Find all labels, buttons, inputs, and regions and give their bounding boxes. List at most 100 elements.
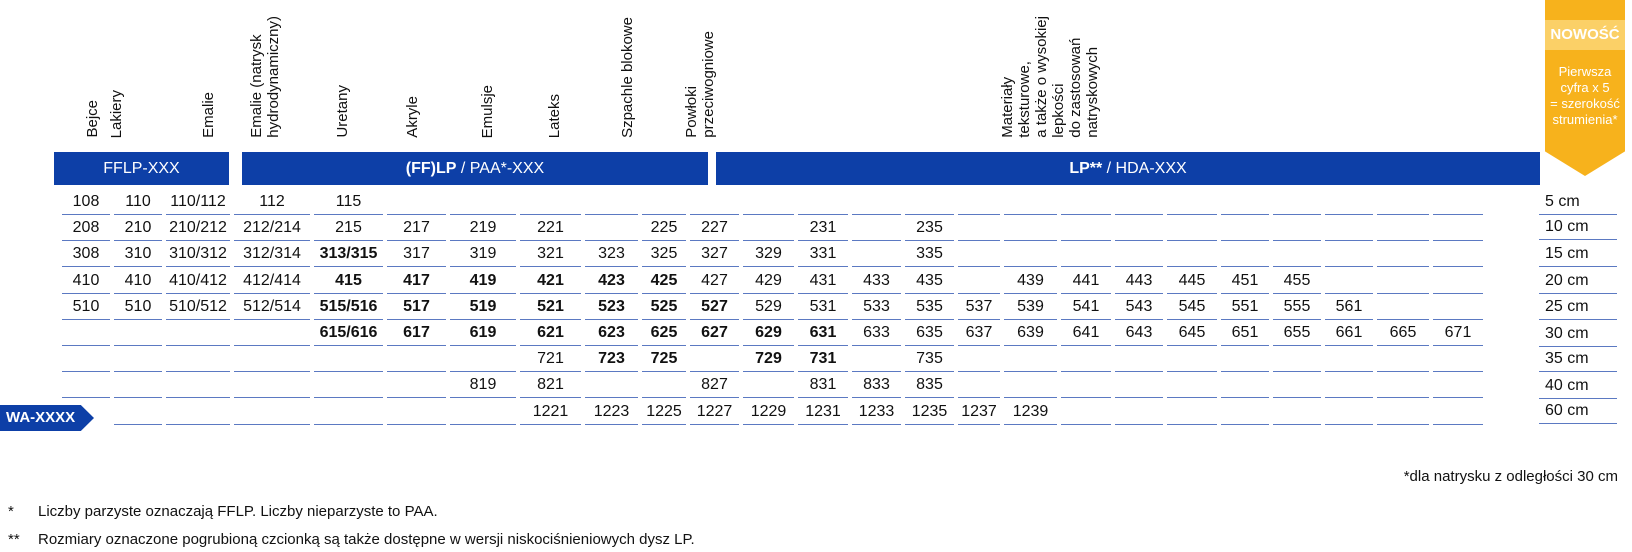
table-cell: 519 <box>469 298 497 315</box>
table-cell: 331 <box>809 245 837 262</box>
row-rule <box>1433 214 1483 215</box>
spray-width-label: 25 cm <box>1545 298 1589 315</box>
table-cell: 731 <box>809 350 837 367</box>
row-rule <box>743 397 794 398</box>
row-rule <box>1004 240 1057 241</box>
table-cell: 231 <box>809 219 837 236</box>
row-rule <box>1273 240 1321 241</box>
row-rule <box>642 266 686 267</box>
row-rule <box>852 214 901 215</box>
row-rule <box>690 319 739 320</box>
row-rule <box>743 266 794 267</box>
row-rule <box>1167 214 1217 215</box>
row-rule <box>114 266 162 267</box>
row-rule <box>642 345 686 346</box>
row-rule <box>450 240 516 241</box>
table-cell: 439 <box>1017 272 1044 289</box>
row-rule <box>1167 424 1217 425</box>
row-rule <box>314 345 383 346</box>
table-cell: 527 <box>701 298 728 315</box>
wa-series-label: WA-XXXX <box>0 405 94 431</box>
row-rule <box>743 214 794 215</box>
row-rule <box>585 214 638 215</box>
table-cell: 1231 <box>805 403 841 420</box>
table-cell: 441 <box>1072 272 1100 289</box>
row-rule <box>1004 266 1057 267</box>
table-cell: 235 <box>916 219 943 236</box>
table-cell: 445 <box>1178 272 1206 289</box>
table-cell: 541 <box>1072 298 1100 315</box>
row-rule <box>1115 293 1163 294</box>
table-cell: 1227 <box>696 403 733 420</box>
table-cell: 215 <box>335 219 362 236</box>
row-rule <box>234 293 310 294</box>
row-rule <box>114 240 162 241</box>
row-rule <box>958 345 1000 346</box>
row-rule <box>1167 397 1217 398</box>
spray-width-label: 60 cm <box>1545 402 1589 419</box>
table-cell: 208 <box>72 219 100 236</box>
table-cell: 219 <box>469 219 497 236</box>
table-cell: 619 <box>469 324 497 341</box>
row-rule <box>1221 240 1269 241</box>
table-cell: 110/112 <box>170 193 226 210</box>
row-rule <box>166 319 230 320</box>
row-rule <box>690 345 739 346</box>
row-rule <box>62 371 110 372</box>
table-cell: 410 <box>72 272 100 289</box>
table-cell: 819 <box>469 376 497 393</box>
column-header-akryle: Akryle <box>403 96 421 138</box>
table-cell: 419 <box>469 272 497 289</box>
row-rule <box>62 240 110 241</box>
row-rule <box>852 293 901 294</box>
table-cell: 423 <box>598 272 625 289</box>
table-cell: 321 <box>537 245 564 262</box>
row-rule <box>1325 266 1373 267</box>
row-rule <box>852 266 901 267</box>
row-rule <box>450 371 516 372</box>
spray-width-rule <box>1539 346 1617 347</box>
row-rule <box>1061 424 1111 425</box>
row-rule <box>1004 214 1057 215</box>
row-rule <box>585 240 638 241</box>
spray-width-rule <box>1539 214 1617 215</box>
table-cell: 629 <box>755 324 782 341</box>
row-rule <box>114 345 162 346</box>
row-rule <box>1221 214 1269 215</box>
table-cell: 627 <box>701 324 728 341</box>
row-rule <box>1433 345 1483 346</box>
row-rule <box>314 240 383 241</box>
row-rule <box>166 240 230 241</box>
table-cell: 515/516 <box>319 298 378 315</box>
row-rule <box>905 293 954 294</box>
row-rule <box>1004 424 1057 425</box>
table-cell: 410/412 <box>169 272 227 289</box>
row-rule <box>642 397 686 398</box>
row-rule <box>905 266 954 267</box>
table-cell: 833 <box>863 376 890 393</box>
row-rule <box>520 397 581 398</box>
row-rule <box>905 240 954 241</box>
row-rule <box>1004 293 1057 294</box>
row-rule <box>1115 345 1163 346</box>
row-rule <box>1061 319 1111 320</box>
row-rule <box>450 319 516 320</box>
row-rule <box>1433 319 1483 320</box>
row-rule <box>905 371 954 372</box>
column-header-szpachle: Szpachle blokowe <box>618 17 636 138</box>
row-rule <box>1115 266 1163 267</box>
table-cell: 729 <box>755 350 782 367</box>
row-rule <box>1433 240 1483 241</box>
row-rule <box>1221 397 1269 398</box>
row-rule <box>520 319 581 320</box>
table-cell: 1237 <box>961 403 997 420</box>
table-cell: 310 <box>124 245 152 262</box>
row-rule <box>62 293 110 294</box>
row-rule <box>852 397 901 398</box>
band-hda-bold: LP** <box>1069 160 1103 177</box>
row-rule <box>314 319 383 320</box>
table-cell: 721 <box>537 350 564 367</box>
column-header-uretany: Uretany <box>333 85 351 138</box>
row-rule <box>690 214 739 215</box>
row-rule <box>387 266 446 267</box>
